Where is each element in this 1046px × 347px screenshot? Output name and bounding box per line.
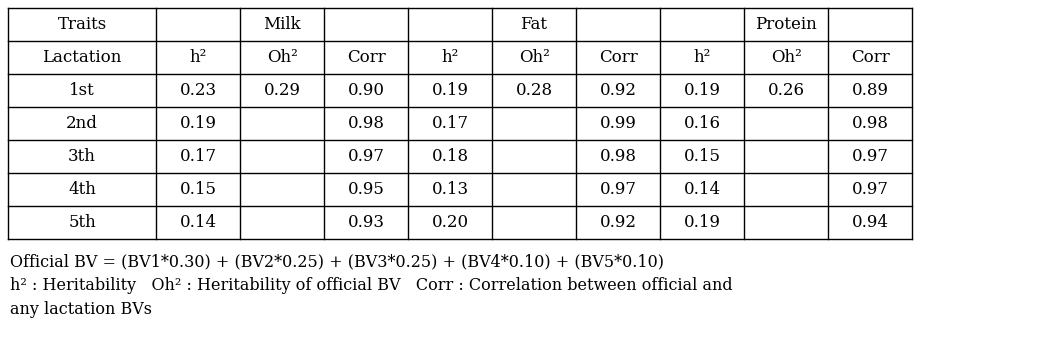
Text: 0.29: 0.29 (264, 82, 300, 99)
Text: 0.89: 0.89 (851, 82, 888, 99)
Text: 5th: 5th (68, 214, 96, 231)
Text: 0.14: 0.14 (683, 181, 721, 198)
Text: Official BV = (BV1*0.30) + (BV2*0.25) + (BV3*0.25) + (BV4*0.10) + (BV5*0.10): Official BV = (BV1*0.30) + (BV2*0.25) + … (10, 253, 664, 270)
Text: 0.92: 0.92 (599, 82, 637, 99)
Text: 0.19: 0.19 (432, 82, 469, 99)
Text: 0.97: 0.97 (851, 148, 888, 165)
Text: Protein: Protein (755, 16, 817, 33)
Text: h²: h² (441, 49, 458, 66)
Text: Oh²: Oh² (771, 49, 801, 66)
Text: 3th: 3th (68, 148, 96, 165)
Text: 0.18: 0.18 (431, 148, 469, 165)
Text: 2nd: 2nd (66, 115, 98, 132)
Text: Fat: Fat (521, 16, 547, 33)
Text: 0.23: 0.23 (180, 82, 217, 99)
Text: Lactation: Lactation (42, 49, 121, 66)
Text: 0.20: 0.20 (431, 214, 469, 231)
Text: 0.98: 0.98 (347, 115, 385, 132)
Text: 0.15: 0.15 (683, 148, 721, 165)
Text: 0.98: 0.98 (851, 115, 888, 132)
Text: 0.90: 0.90 (347, 82, 385, 99)
Text: 0.97: 0.97 (851, 181, 888, 198)
Text: 0.97: 0.97 (347, 148, 385, 165)
Text: 0.15: 0.15 (180, 181, 217, 198)
Text: 0.19: 0.19 (180, 115, 217, 132)
Text: h² : Heritability   Oh² : Heritability of official BV   Corr : Correlation betwe: h² : Heritability Oh² : Heritability of … (10, 277, 732, 294)
Text: 0.14: 0.14 (180, 214, 217, 231)
Text: 0.99: 0.99 (599, 115, 636, 132)
Text: any lactation BVs: any lactation BVs (10, 301, 152, 318)
Text: 0.13: 0.13 (431, 181, 469, 198)
Text: 0.97: 0.97 (599, 181, 637, 198)
Text: Oh²: Oh² (267, 49, 297, 66)
Text: 0.17: 0.17 (180, 148, 217, 165)
Text: Corr: Corr (598, 49, 637, 66)
Text: 0.16: 0.16 (683, 115, 721, 132)
Text: 0.95: 0.95 (347, 181, 385, 198)
Text: h²: h² (189, 49, 207, 66)
Text: 4th: 4th (68, 181, 96, 198)
Text: Traits: Traits (58, 16, 107, 33)
Text: Milk: Milk (264, 16, 301, 33)
Text: Corr: Corr (850, 49, 889, 66)
Text: h²: h² (693, 49, 710, 66)
Text: 0.93: 0.93 (347, 214, 385, 231)
Text: 0.26: 0.26 (768, 82, 804, 99)
Text: 1st: 1st (69, 82, 95, 99)
Text: 0.98: 0.98 (599, 148, 637, 165)
Text: 0.17: 0.17 (431, 115, 469, 132)
Text: 0.92: 0.92 (599, 214, 637, 231)
Text: 0.19: 0.19 (683, 82, 721, 99)
Text: 0.19: 0.19 (683, 214, 721, 231)
Text: Oh²: Oh² (519, 49, 549, 66)
Text: Corr: Corr (346, 49, 385, 66)
Text: 0.28: 0.28 (516, 82, 552, 99)
Text: 0.94: 0.94 (851, 214, 888, 231)
